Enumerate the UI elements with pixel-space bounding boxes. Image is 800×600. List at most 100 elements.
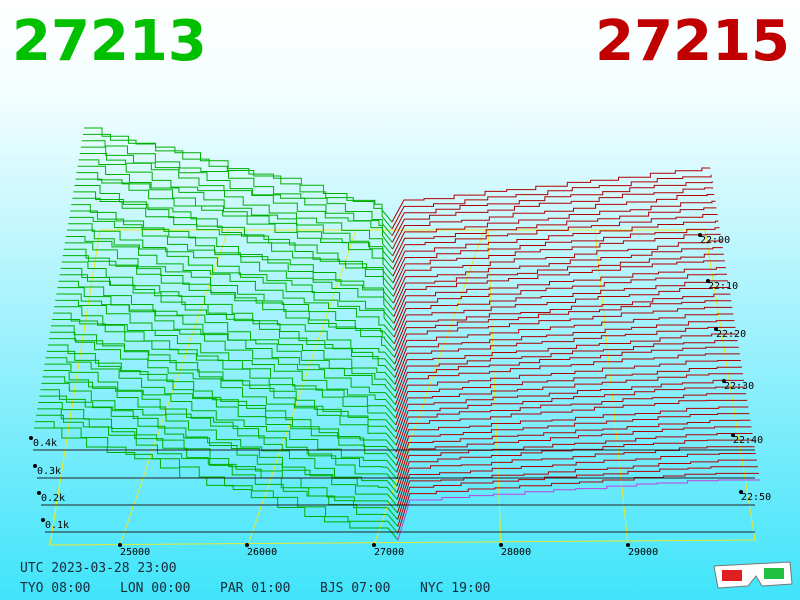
bid-depth-line	[39, 395, 398, 507]
ask-depth-line	[391, 181, 713, 236]
ask-depth-line	[392, 194, 715, 250]
time-tick	[731, 433, 735, 437]
price-label: 28000	[501, 547, 531, 558]
bid-depth-line	[79, 153, 393, 250]
bid-depth-line	[52, 318, 397, 426]
ask-depth-line	[395, 373, 743, 432]
zone-time: PAR 01:00	[220, 581, 290, 596]
bid-depth-line	[76, 172, 394, 270]
ask-depth-line	[391, 174, 712, 230]
bid-depth-line	[66, 229, 395, 331]
bid-depth-line	[74, 184, 394, 284]
volume-tick	[41, 518, 45, 522]
time-label: 22:10	[708, 281, 738, 292]
bid-price: 27213	[12, 9, 207, 74]
ask-depth-line	[392, 233, 721, 290]
volume-tick	[33, 464, 37, 468]
time-label: 22:00	[700, 235, 730, 246]
zone-time: LON 00:00	[120, 581, 190, 596]
bid-depth-line	[64, 242, 395, 345]
ask-depth-line	[392, 200, 716, 257]
ask-depth-line	[397, 472, 759, 534]
bid-depth-line	[47, 344, 397, 453]
ask-depth-line	[392, 220, 719, 277]
ask-depth-line	[394, 320, 735, 378]
ask-depth-line	[392, 227, 720, 284]
ask-depth-line	[394, 346, 739, 405]
ask-depth-line	[395, 393, 747, 453]
ask-depth-line	[397, 466, 758, 527]
time-tick	[739, 490, 743, 494]
volume-label: 0.3k	[37, 466, 61, 477]
ask-depth-line	[396, 433, 753, 493]
zone-time: BJS 07:00	[320, 581, 390, 596]
bid-depth-line	[77, 165, 394, 263]
ask-depth-line	[396, 446, 755, 507]
bid-depth-line	[84, 127, 393, 223]
volume-label: 0.4k	[33, 438, 57, 449]
ask-depth-line	[392, 240, 723, 297]
ask-depth-line	[396, 426, 752, 487]
ask-depth-line	[393, 280, 729, 338]
ask-depth-line	[391, 167, 711, 223]
bid-depth-line	[34, 427, 399, 541]
price-label: 29000	[628, 547, 658, 558]
zone-time: NYC 19:00	[420, 581, 490, 596]
ask-price: 27215	[595, 9, 790, 74]
bid-depth-line	[61, 261, 396, 365]
price-label: 27000	[374, 547, 404, 558]
time-label: 22:50	[741, 492, 771, 503]
ask-depth-line	[396, 419, 751, 480]
time-tick	[714, 327, 718, 331]
ask-depth-line	[394, 313, 734, 372]
volume-tick	[29, 436, 33, 440]
bid-depth-line	[38, 401, 398, 514]
bid-depth-line	[56, 293, 396, 399]
bid-depth-line	[69, 216, 395, 318]
ask-depth-line	[397, 459, 757, 520]
3d-glasses-icon[interactable]	[713, 561, 793, 589]
bid-depth-line	[55, 299, 396, 406]
ask-depth-line	[392, 213, 718, 270]
ask-depth-line	[396, 406, 749, 466]
bid-depth-line	[81, 140, 393, 236]
ask-depth-line	[394, 326, 736, 385]
bid-depth-line	[37, 408, 399, 521]
floor-grid	[49, 229, 756, 546]
ask-depth-line	[392, 207, 717, 263]
volume-label: 0.1k	[45, 520, 69, 531]
ask-depth-line	[395, 379, 745, 439]
bid-depth-line	[59, 274, 396, 378]
price-label: 25000	[120, 547, 150, 558]
ask-depth-line	[394, 300, 732, 358]
utc-time: UTC 2023-03-28 23:00	[20, 561, 177, 576]
ask-depth-line	[395, 399, 748, 459]
bid-depth-line	[35, 421, 399, 534]
bid-depth-line	[78, 159, 394, 257]
bid-depth-line	[75, 178, 394, 277]
bid-depth-line	[53, 312, 397, 419]
ask-depth-line	[394, 306, 733, 365]
ask-depth-line	[393, 260, 725, 317]
bid-depth-line	[58, 280, 396, 385]
ask-depth-line	[397, 452, 756, 514]
price-tick	[118, 543, 122, 547]
bid-depth-line	[62, 255, 395, 358]
ask-depth-line	[391, 187, 714, 243]
bid-depth-line	[82, 133, 393, 230]
bid-depth-line	[48, 338, 397, 446]
ask-depth-line	[395, 366, 742, 426]
ask-depth-line	[396, 413, 750, 473]
price-tick	[626, 543, 630, 547]
price-label: 26000	[247, 547, 277, 558]
bid-depth-line	[65, 236, 395, 338]
bid-depth-line	[68, 223, 395, 324]
bid-depth-line	[41, 382, 398, 493]
bid-depth-line	[42, 376, 398, 487]
bid-depth-line	[46, 350, 397, 460]
ask-depth-line	[395, 386, 746, 446]
volume-label: 0.2k	[41, 493, 65, 504]
price-tick	[372, 543, 376, 547]
